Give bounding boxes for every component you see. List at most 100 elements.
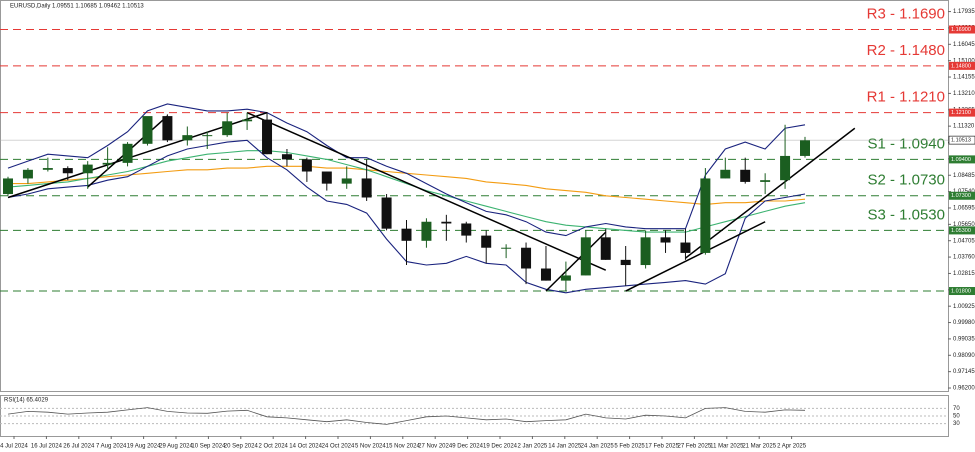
indicator-line	[7, 103, 806, 237]
x-tick-label: 14 Oct 2024	[289, 444, 322, 450]
y-tick-label: 1.15100	[953, 58, 975, 64]
candle-body	[42, 168, 53, 170]
level-label: S3 - 1.0530	[867, 206, 945, 223]
y-tick-label: 1.06595	[953, 206, 975, 212]
candle-body	[182, 135, 193, 141]
level-label: R2 - 1.1480	[867, 42, 945, 59]
y-tick-label: 1.05650	[953, 222, 975, 228]
x-tick-label: 19 Aug 2024	[127, 444, 161, 450]
y-tick-label: 1.17935	[953, 9, 975, 15]
candle-body	[82, 164, 93, 174]
candle-body	[142, 116, 153, 144]
y-tick-label: 0.99980	[953, 320, 975, 326]
candle-body	[800, 140, 810, 156]
candle-body	[102, 162, 113, 165]
x-tick-label: 9 Dec 2024	[452, 444, 483, 450]
price-tag: 1.16900	[951, 27, 971, 33]
candle-body	[281, 154, 292, 160]
price-tag-bg	[949, 191, 975, 200]
candle-body	[3, 178, 13, 195]
trendline	[545, 231, 607, 292]
price-tag-bg	[949, 61, 975, 70]
x-tick-label: 5 Nov 2024	[355, 444, 386, 450]
x-tick-label: 4 Jul 2024	[0, 444, 28, 450]
candle-body	[301, 159, 312, 172]
x-tick-label: 2 Apr 2025	[777, 444, 807, 450]
x-tick-label: 17 Feb 2025	[645, 444, 679, 450]
candle-body	[521, 247, 532, 269]
trendline	[625, 221, 766, 292]
price-tag: 1.12100	[951, 110, 971, 116]
indicator-line	[7, 150, 806, 233]
y-tick-label: 0.98090	[953, 353, 975, 359]
rsi-line	[7, 407, 806, 425]
candle-body	[540, 268, 551, 281]
rsi-panel	[0, 395, 949, 437]
x-tick-label: 21 Mar 2025	[742, 444, 776, 450]
price-tag: 1.09400	[951, 157, 971, 163]
price-tag-bg	[949, 155, 975, 164]
x-tick-label: 11 Mar 2025	[710, 444, 744, 450]
price-tag-bg	[949, 108, 975, 117]
candle-body	[620, 259, 631, 266]
candle-body	[780, 155, 791, 181]
candle-body	[640, 237, 651, 266]
rsi-tick-label: 50	[953, 414, 960, 420]
y-tick-label: 1.16045	[953, 42, 975, 48]
x-tick-label: 15 Nov 2024	[386, 444, 421, 450]
trendline	[684, 127, 856, 259]
candle-body	[262, 119, 273, 155]
x-tick-label: 24 Jan 2025	[581, 444, 615, 450]
candle-body	[680, 242, 691, 253]
price-tag: 1.14800	[951, 63, 971, 69]
price-tag: 1.07300	[951, 193, 971, 199]
chart-title: EURUSD,Daily 1.09551 1.10685 1.09462 1.1…	[10, 4, 144, 10]
candle-body	[441, 221, 452, 224]
candle-body	[660, 237, 671, 243]
level-label: S2 - 1.0730	[867, 172, 945, 189]
x-tick-label: 7 Aug 2024	[96, 444, 127, 450]
candle-body	[401, 228, 412, 241]
rsi-title: RSI(14) 65.4029	[4, 398, 49, 404]
x-tick-label: 19 Dec 2024	[483, 444, 518, 450]
candle-body	[62, 168, 73, 174]
candle-body	[760, 180, 771, 182]
price-tag-bg	[949, 226, 975, 235]
candle-body	[481, 235, 492, 248]
y-tick-label: 0.97145	[953, 369, 975, 375]
last-price-label: 1.10513	[951, 138, 971, 144]
candle-body	[560, 275, 571, 281]
candle-body	[202, 135, 213, 137]
y-tick-label: 1.14155	[953, 75, 975, 81]
candle-body	[580, 237, 591, 276]
candle-body	[242, 119, 253, 122]
candle-body	[700, 178, 711, 253]
y-tick-label: 1.02815	[953, 271, 975, 277]
candle-body	[421, 221, 432, 241]
candle-body	[321, 171, 332, 184]
rsi-tick-label: 70	[953, 406, 960, 412]
candle-body	[501, 247, 512, 249]
y-tick-label: 1.08485	[953, 173, 975, 179]
candle-body	[22, 169, 33, 179]
x-tick-label: 27 Nov 2024	[418, 444, 453, 450]
x-tick-label: 29 Aug 2024	[159, 444, 193, 450]
x-tick-label: 14 Jan 2025	[548, 444, 582, 450]
rsi-tick-label: 30	[953, 421, 960, 427]
y-tick-label: 0.99035	[953, 336, 975, 342]
price-tag-bg	[949, 25, 975, 34]
y-tick-label: 1.04705	[953, 238, 975, 244]
x-tick-label: 5 Feb 2025	[614, 444, 645, 450]
price-tag: 1.01800	[951, 288, 971, 294]
last-price-bg	[948, 135, 975, 145]
y-tick-label: 1.03760	[953, 255, 975, 261]
y-tick-label: 1.00925	[953, 304, 975, 310]
x-tick-label: 20 Sep 2024	[224, 444, 259, 450]
y-tick-label: 0.96200	[953, 386, 975, 392]
x-tick-label: 2 Oct 2024	[259, 444, 289, 450]
candle-body	[162, 116, 173, 141]
candle-body	[122, 143, 133, 163]
level-label: R1 - 1.1210	[867, 89, 945, 106]
x-tick-label: 24 Oct 2024	[322, 444, 355, 450]
